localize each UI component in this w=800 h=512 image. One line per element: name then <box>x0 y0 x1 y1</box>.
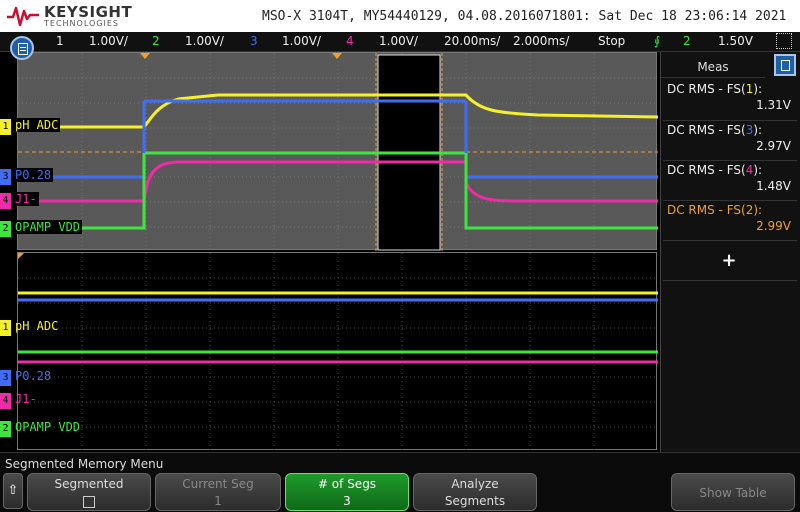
timebase[interactable]: 20.00ms/ <box>444 34 501 48</box>
ch1-marker: 1 <box>0 320 11 336</box>
ch3-scale[interactable]: 1.00V/ <box>282 34 321 48</box>
ch3-label-top[interactable]: 3 P0.28 <box>0 167 54 185</box>
ch1-marker: 1 <box>0 119 11 135</box>
ch2-number[interactable]: 2 <box>152 34 160 48</box>
add-measurement-button[interactable]: + <box>721 250 737 271</box>
meas-value: 2.97V <box>756 139 791 153</box>
meas-divider <box>663 200 797 201</box>
ch4-label-top[interactable]: 4 J1- <box>0 191 39 209</box>
meas-label-prefix: DC RMS - FS( <box>667 163 746 177</box>
show-table-softkey[interactable]: Show Table <box>671 473 795 511</box>
instrument-info: MSO-X 3104T, MY54440129, 04.08.201607180… <box>262 9 787 24</box>
brand-subtitle: TECHNOLOGIES <box>44 19 119 28</box>
ch2-name: OPAMP VDD <box>15 420 81 434</box>
segmented-label: Segmented <box>54 477 124 491</box>
measurements-menu-button[interactable] <box>774 54 796 76</box>
ch4-label-bottom[interactable]: 4 J1- <box>0 391 39 409</box>
main-waveform-svg <box>18 53 658 251</box>
main-menu-button[interactable] <box>10 36 34 60</box>
meas-item-3[interactable]: DC RMS - FS(4): 1.48V <box>667 163 795 193</box>
ch3-name: P0.28 <box>15 369 52 383</box>
meas-divider <box>663 160 797 161</box>
segmented-checkbox[interactable] <box>83 495 95 508</box>
meas-label-suffix: ): <box>753 82 763 96</box>
zoom-waveform-plot[interactable] <box>17 252 658 451</box>
trigger-source[interactable]: 2 <box>683 34 691 48</box>
ch3-number[interactable]: 3 <box>250 34 258 48</box>
ch2-scale[interactable]: 1.00V/ <box>185 34 224 48</box>
ch3-name: P0.28 <box>13 168 54 182</box>
trigger-edge-icon: ⨚ <box>654 34 661 48</box>
meas-item-1[interactable]: DC RMS - FS(1): 1.31V <box>667 82 795 112</box>
meas-label-suffix: ): <box>753 203 763 217</box>
brand-name: KEYSIGHT <box>44 3 133 21</box>
zoom-timebase[interactable]: 2.000ms/ <box>513 34 570 48</box>
num-segs-label: # of Segs <box>317 477 377 491</box>
softkey-menu-title: Segmented Memory Menu <box>5 457 164 471</box>
ch1-scale[interactable]: 1.00V/ <box>89 34 128 48</box>
ch1-label-top[interactable]: 1 pH ADC <box>0 117 61 135</box>
meas-channel: 4 <box>745 163 754 177</box>
meas-label-suffix: ): <box>753 123 763 137</box>
zoom-region-icon[interactable] <box>776 33 792 49</box>
title-bar: KEYSIGHT TECHNOLOGIES MSO-X 3104T, MY544… <box>0 0 800 32</box>
ch2-name: OPAMP VDD <box>13 220 83 234</box>
meas-channel: 1 <box>745 82 754 96</box>
num-segs-value: 3 <box>343 494 351 508</box>
trigger-level[interactable]: 1.50V <box>718 34 753 48</box>
ch4-marker: 4 <box>0 193 11 209</box>
meas-label-prefix: DC RMS - FS( <box>667 203 746 217</box>
ch3-label-bottom[interactable]: 3 P0.28 <box>0 368 53 386</box>
meas-divider <box>663 120 797 121</box>
ch4-number[interactable]: 4 <box>346 34 354 48</box>
meas-channel: 2 <box>745 203 754 217</box>
ch2-label-top[interactable]: 2 OPAMP VDD <box>0 219 83 237</box>
measurements-panel: Meas DC RMS - FS(1): 1.31V DC RMS - FS(3… <box>660 52 800 452</box>
show-table-label: Show Table <box>699 486 767 500</box>
current-seg-value: 1 <box>214 494 222 508</box>
zoom-waveform-svg <box>18 253 658 451</box>
meas-value: 1.48V <box>756 179 791 193</box>
meas-divider <box>663 280 797 281</box>
meas-divider <box>663 240 797 241</box>
meas-label-suffix: ): <box>753 163 763 177</box>
keysight-logo: KEYSIGHT TECHNOLOGIES <box>6 2 132 30</box>
num-segs-softkey[interactable]: # of Segs 3 <box>285 473 409 511</box>
ch1-name: pH ADC <box>13 118 61 132</box>
ch4-marker: 4 <box>0 393 11 409</box>
ch1-name: pH ADC <box>15 319 59 333</box>
ch2-marker: 2 <box>0 421 11 437</box>
ch4-name: J1- <box>15 392 37 406</box>
current-seg-label: Current Seg <box>182 477 254 491</box>
current-seg-softkey[interactable]: Current Seg 1 <box>155 473 281 511</box>
meas-value: 2.99V <box>756 219 791 233</box>
meas-label-prefix: DC RMS - FS( <box>667 123 746 137</box>
ch2-label-bottom[interactable]: 2 OPAMP VDD <box>0 419 82 437</box>
meas-channel: 3 <box>745 123 754 137</box>
segmented-softkey[interactable]: Segmented <box>27 473 151 511</box>
analyze-segments-softkey[interactable]: Analyze Segments <box>413 473 537 511</box>
meas-value: 1.31V <box>756 98 791 112</box>
run-state[interactable]: Stop <box>598 34 626 48</box>
meas-item-2[interactable]: DC RMS - FS(3): 2.97V <box>667 123 795 153</box>
back-button[interactable]: ⇧ <box>3 473 23 509</box>
analyze-line1: Analyze <box>451 477 499 491</box>
channel-status-bar: 1 1.00V/ 2 1.00V/ 3 1.00V/ 4 1.00V/ 20.0… <box>0 32 800 52</box>
ch3-marker: 3 <box>0 370 11 386</box>
ch1-number[interactable]: 1 <box>56 34 64 48</box>
main-waveform-plot[interactable] <box>17 52 658 251</box>
analyze-line2: Segments <box>444 494 506 508</box>
meas-label-prefix: DC RMS - FS( <box>667 82 746 96</box>
meas-item-4[interactable]: DC RMS - FS(2): 2.99V <box>667 203 795 233</box>
ch4-scale[interactable]: 1.00V/ <box>379 34 418 48</box>
measurements-title: Meas <box>661 56 765 78</box>
ch2-marker: 2 <box>0 221 11 237</box>
ch3-marker: 3 <box>0 169 11 185</box>
ch1-label-bottom[interactable]: 1 pH ADC <box>0 318 60 336</box>
ch4-name: J1- <box>13 192 39 206</box>
